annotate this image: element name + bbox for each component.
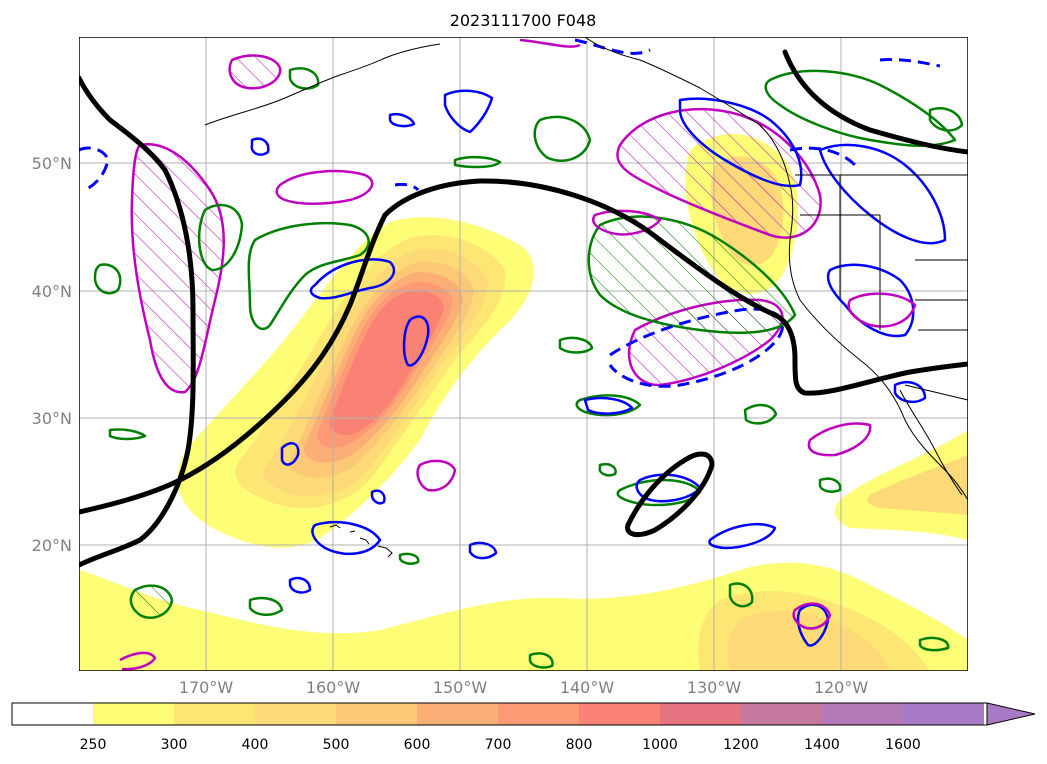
colorbar-label-1400: 1400: [804, 737, 840, 753]
ivt-plume-800: [329, 290, 444, 436]
colorbar-segment: [12, 703, 93, 725]
lat-label-40n: 40°N: [32, 282, 72, 301]
green-hatch-south: [129, 584, 174, 619]
colorbar-segment: [660, 703, 741, 725]
coastlines: [204, 37, 968, 558]
latitude-labels: 50°N 40°N 30°N 20°N: [32, 154, 72, 555]
colorbar-label-1600: 1600: [885, 737, 921, 753]
black-contour-main: [79, 178, 968, 515]
lon-label-130w: 130°W: [687, 678, 742, 697]
colorbar-label-500: 500: [323, 737, 350, 753]
magenta-hatched-regions: [130, 54, 822, 394]
magenta-contours: [119, 38, 917, 671]
colorbar-segment: [336, 703, 417, 725]
colorbar-segment: [93, 703, 174, 725]
green-hatched-regions: [129, 215, 797, 619]
colorbar: 250 300 400 500 600 700 800 1000 1200 14…: [11, 702, 1036, 753]
colorbar-segments: [12, 703, 984, 725]
colorbar-segment: [579, 703, 660, 725]
colorbar-label-250: 250: [80, 737, 107, 753]
colorbar-frame: [11, 702, 988, 726]
colorbar-label-800: 800: [566, 737, 593, 753]
ivt-se-patch-300: [867, 455, 968, 515]
colorbar-label-1000: 1000: [642, 737, 678, 753]
green-hatch-east: [587, 215, 797, 334]
blue-contours: [250, 89, 947, 647]
colorbar-label-300: 300: [161, 737, 188, 753]
colorbar-labels: 250 300 400 500 600 700 800 1000 1200 14…: [80, 737, 921, 753]
border-us-mexico: [904, 384, 968, 401]
lat-label-50n: 50°N: [32, 154, 72, 173]
map-title: 2023111700 F048: [450, 11, 597, 30]
map-gridlines: [79, 37, 968, 671]
lon-label-140w: 140°W: [560, 678, 615, 697]
hawaii-islands: [329, 524, 393, 558]
black-contour-loop: [625, 451, 715, 538]
ivt-south-band-400: [727, 610, 890, 671]
colorbar-segment: [903, 703, 984, 725]
lon-label-170w: 170°W: [179, 678, 234, 697]
lat-label-30n: 30°N: [32, 409, 72, 428]
magenta-hatch-coast: [616, 107, 822, 239]
colorbar-segment: [741, 703, 822, 725]
magenta-hatch-west: [130, 142, 225, 394]
state-lines: [800, 175, 968, 331]
lon-label-160w: 160°W: [306, 678, 361, 697]
coast-alaska-islands: [204, 43, 441, 126]
colorbar-segment: [174, 703, 255, 725]
colorbar-segment: [255, 703, 336, 725]
blue-dashed-contours: [79, 38, 941, 388]
colorbar-label-700: 700: [485, 737, 512, 753]
black-contour-west: [79, 75, 196, 568]
colorbar-extend-arrow: [986, 702, 1036, 726]
colorbar-segment: [822, 703, 903, 725]
colorbar-label-400: 400: [242, 737, 269, 753]
black-contour-ne: [782, 49, 968, 155]
coast-baja: [899, 389, 963, 496]
colorbar-segment: [498, 703, 579, 725]
colorbar-label-1200: 1200: [723, 737, 759, 753]
longitude-labels: 170°W 160°W 150°W 140°W 130°W 120°W: [179, 678, 869, 697]
lon-label-120w: 120°W: [814, 678, 869, 697]
map-panel: [79, 37, 968, 671]
lat-label-20n: 20°N: [32, 536, 72, 555]
magenta-hatch-north: [228, 54, 282, 90]
colorbar-label-600: 600: [404, 737, 431, 753]
lon-label-150w: 150°W: [433, 678, 488, 697]
coast-north-america: [584, 37, 968, 501]
black-thick-contours: [79, 49, 968, 568]
colorbar-segment: [417, 703, 498, 725]
